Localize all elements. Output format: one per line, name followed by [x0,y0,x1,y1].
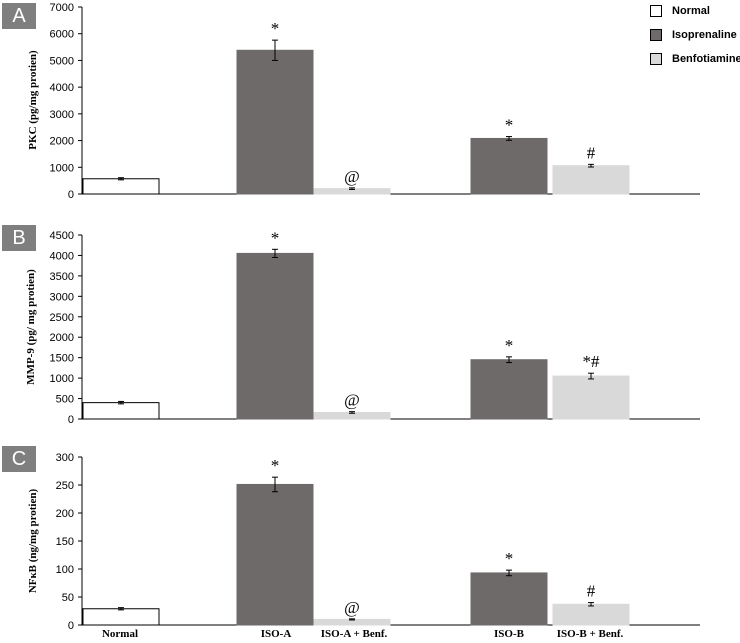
y-tick-label-c: 300 [56,452,74,464]
significance-mark-c-iso-b-benf: # [587,582,596,601]
significance-mark-b-iso-b-benf: *# [583,352,601,371]
bar-c-iso-a [236,483,314,626]
significance-mark-a-iso-a-benf: @ [344,167,360,186]
y-tick-label-a: 6000 [50,29,74,41]
y-tick-label-b: 1000 [50,373,74,385]
y-tick-label-b: 4500 [50,230,74,242]
panel-tag-b: B [2,225,36,251]
x-label-iso-a: ISO-A [260,628,292,640]
bar-a-iso-a [236,49,314,195]
significance-mark-a-iso-b-benf: # [587,143,596,162]
y-axis-label-c: NFκB (ng/mg protien) [27,489,39,594]
y-tick-label-b: 4000 [50,250,74,262]
panel-tag-c: C [2,446,36,472]
y-tick-label-a: 3000 [50,109,74,121]
legend-swatch-normal [650,5,662,17]
y-tick-label-a: 4000 [50,82,74,94]
significance-mark-c-iso-a-benf: @ [344,598,360,617]
x-label-iso-b-benf: ISO-B + Benf. [556,628,624,640]
y-axis-label-b: MMP-9 (pg/ mg protien) [25,269,37,385]
y-tick-label-c: 150 [56,536,74,548]
panel-tag-a: A [2,3,36,29]
bar-b-iso-b-benf [552,375,630,420]
bar-a-normal [82,178,160,195]
bar-c-normal [82,608,160,626]
y-tick-label-b: 2500 [50,312,74,324]
y-tick-label-a: 0 [68,189,74,201]
legend-label-normal: Normal [672,5,710,17]
significance-mark-b-iso-b: * [505,336,514,355]
y-tick-label-c: 100 [56,564,74,576]
bar-b-iso-a [236,252,314,420]
y-tick-label-a: 7000 [50,2,74,14]
y-tick-label-a: 2000 [50,136,74,148]
x-label-iso-b: ISO-B [494,628,524,640]
bar-a-iso-b [470,137,548,195]
y-tick-label-b: 1500 [50,353,74,365]
y-tick-label-c: 200 [56,508,74,520]
significance-mark-a-iso-b: * [505,116,514,135]
bar-c-iso-b [470,572,548,626]
legend-swatch-isoprenaline [650,29,662,41]
legend-swatch-benfotiamine [650,53,662,65]
bar-c-iso-b-benf [552,603,630,626]
y-tick-label-a: 1000 [50,162,74,174]
y-tick-label-c: 250 [56,480,74,492]
x-label-normal: Normal [101,628,139,640]
legend-label-benfotiamine: Benfotiamine [672,53,740,65]
y-tick-label-c: 50 [62,592,74,604]
bar-b-normal [82,402,160,420]
legend-label-isoprenaline: Isoprenaline [672,29,737,41]
bar-a-iso-b-benf [552,165,630,195]
y-tick-label-b: 500 [56,394,74,406]
y-axis-label-a: PKC (pg/mg protien) [27,50,39,150]
y-tick-label-a: 5000 [50,55,74,67]
x-label-iso-a-benf: ISO-A + Benf. [320,628,388,640]
significance-mark-a-iso-a: * [271,19,280,38]
y-tick-label-b: 0 [68,414,74,426]
y-tick-label-b: 2000 [50,332,74,344]
y-tick-label-c: 0 [68,620,74,632]
bar-b-iso-b [470,359,548,420]
y-tick-label-b: 3500 [50,271,74,283]
significance-mark-b-iso-a-benf: @ [344,391,360,410]
significance-mark-b-iso-a: * [271,228,280,247]
significance-mark-c-iso-a: * [271,456,280,475]
y-tick-label-b: 3000 [50,291,74,303]
significance-mark-c-iso-b: * [505,549,514,568]
